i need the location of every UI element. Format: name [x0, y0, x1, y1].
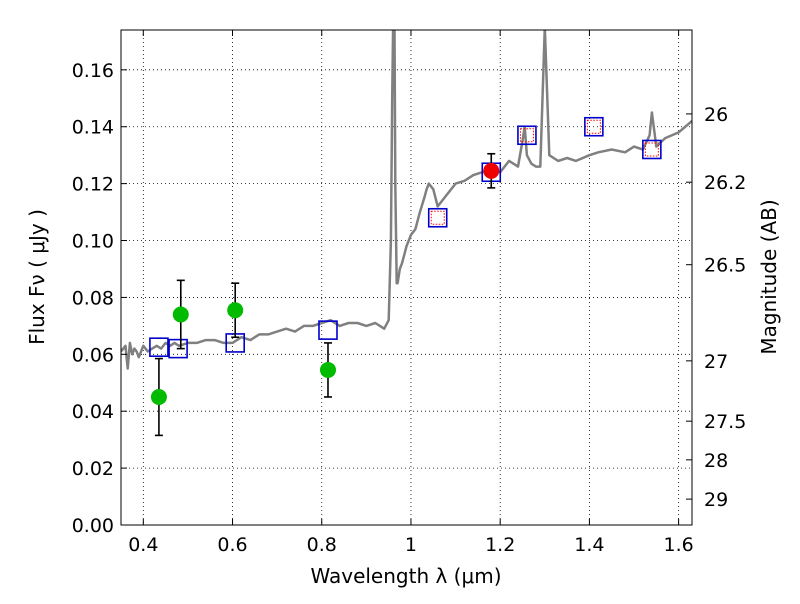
magnitude-axis-title: Magnitude (AB) [757, 199, 781, 354]
plot-area [121, 30, 692, 370]
model-photometry-square [517, 125, 537, 146]
upper-limit-square [644, 142, 659, 157]
magnitude-tick-label: 26 [704, 104, 728, 126]
data-markers [149, 116, 662, 437]
y-tick-label: 0.10 [72, 231, 114, 253]
y-tick-label: 0.14 [72, 117, 114, 139]
y-tick-label: 0.08 [72, 287, 114, 309]
y-tick-label: 0.16 [72, 60, 114, 82]
y-axis-ticks: 0.00 0.02 0.04 0.06 0.08 0.10 0.12 0.14 0.16 [72, 60, 127, 537]
x-axis-title: Wavelength λ (μm) [310, 564, 501, 588]
upper-limit-square [430, 210, 445, 225]
model-photometry-square [318, 320, 338, 340]
observed-flux-point [150, 388, 167, 405]
upper-limit-square [519, 128, 534, 143]
x-axis-ticks: 0.4 0.6 0.8 1 1.2 1.4 1.6 [128, 30, 694, 556]
observed-flux-point [319, 361, 336, 378]
plot-frame [120, 29, 693, 526]
upper-limit-square [586, 119, 601, 134]
model-photometry-square [168, 338, 188, 359]
grid-lines [121, 30, 692, 525]
model-sed-line [121, 30, 692, 370]
model-photometry-square [427, 207, 448, 228]
magnitude-axis-ticks: 26 26.2 26.5 27 27.5 28 29 [686, 104, 746, 511]
x-tick-label: 1 [405, 534, 417, 556]
y-tick-label: 0.02 [72, 458, 114, 480]
magnitude-tick-label: 27.5 [704, 411, 746, 433]
observed-flux-point [483, 162, 500, 179]
x-tick-label: 0.8 [307, 534, 337, 556]
magnitude-tick-label: 27 [704, 351, 728, 373]
magnitude-tick-label: 26.5 [704, 255, 746, 277]
model-photometry-square [642, 139, 662, 160]
observed-flux-point [172, 306, 189, 323]
y-tick-label: 0.04 [72, 401, 114, 423]
y-tick-label: 0.00 [72, 515, 114, 537]
x-tick-label: 1.2 [485, 534, 515, 556]
magnitude-tick-label: 26.2 [704, 172, 746, 194]
magnitude-tick-label: 29 [704, 489, 728, 511]
model-photometry-square [149, 337, 169, 357]
model-photometry-square [584, 116, 604, 137]
y-axis-title: Flux Fν ( μJy ) [25, 209, 49, 345]
observed-flux-point [227, 302, 244, 319]
x-tick-label: 0.6 [217, 534, 247, 556]
y-tick-label: 0.06 [72, 344, 114, 366]
x-tick-label: 1.4 [574, 534, 604, 556]
y-tick-label: 0.12 [72, 174, 114, 196]
x-tick-label: 1.6 [664, 534, 694, 556]
x-tick-label: 0.4 [128, 534, 158, 556]
plot-background [121, 30, 692, 525]
magnitude-tick-label: 28 [704, 450, 728, 472]
